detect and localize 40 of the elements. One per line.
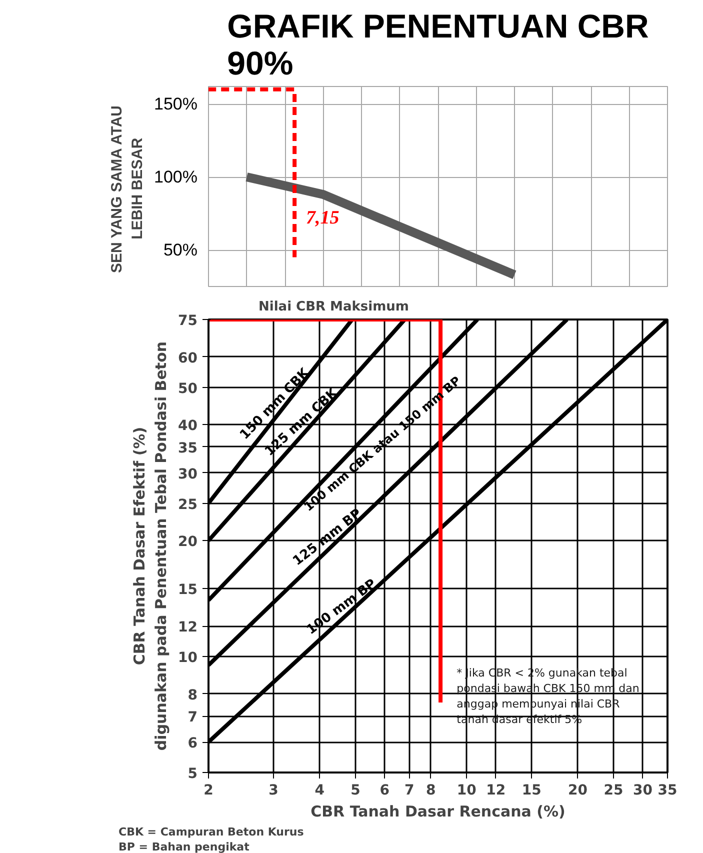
x-tick-label: 8: [426, 782, 436, 798]
x-tick-label: 15: [522, 782, 542, 798]
x-axis-title: CBR Tanah Dasar Rencana (%): [310, 802, 566, 820]
y-axis-title: CBR Tanah Dasar Efektif (%) digunakan pada Penentuan Tebal Pondasi Beton: [130, 341, 170, 751]
chart-title: GRAFIK PENENTUAN CBR 90%: [227, 8, 650, 82]
y-tick-label: 35: [178, 440, 198, 456]
y-axis-title: SEN YANG SAMA ATAU LEBIH BESAR: [108, 106, 146, 274]
y-tick-label: 60: [178, 350, 198, 366]
x-tick-label: 10: [456, 782, 477, 798]
text: Nilai CBR Maksimum: [258, 300, 409, 314]
x-tick-label: 7: [404, 782, 414, 798]
x-tick-label: 25: [604, 782, 624, 798]
y-tick-label: 50: [178, 380, 198, 397]
y-tick-label: 75: [178, 313, 198, 329]
y-tick-label: 8: [188, 687, 198, 704]
y-tick-label: 30: [178, 466, 198, 482]
y-tick-label: 20: [178, 534, 198, 550]
x-tick-label: 35: [658, 782, 678, 798]
x-tick-label: 3: [268, 782, 278, 798]
text: BP = Bahan pengikat: [118, 840, 250, 853]
y-tick-label: 10: [178, 650, 198, 666]
x-tick-label: 6: [380, 782, 390, 798]
y-tick-label: 12: [178, 620, 198, 636]
y-tick-label: 6: [188, 736, 198, 752]
y-tick-label: 5: [188, 766, 198, 782]
x-tick-label: 30: [633, 782, 653, 798]
x-tick-label: 2: [204, 782, 214, 798]
x-tick-label: 12: [486, 782, 506, 798]
y-tick-label: 40: [178, 418, 198, 434]
x-tick-label: 20: [568, 782, 588, 798]
annotation: 7,15: [306, 208, 340, 229]
y-tick-label: 7: [188, 710, 198, 726]
text: CBK = Campuran Beton Kurus: [118, 826, 304, 838]
x-tick-label: 5: [350, 782, 360, 798]
y-tick-label: 25: [178, 496, 198, 513]
y-tick-label: 50%: [163, 240, 198, 260]
y-tick-label: 100%: [154, 168, 198, 187]
x-tick-label: 4: [314, 782, 325, 798]
y-tick-label: 15: [178, 582, 198, 598]
y-tick-label: 150%: [154, 94, 198, 114]
